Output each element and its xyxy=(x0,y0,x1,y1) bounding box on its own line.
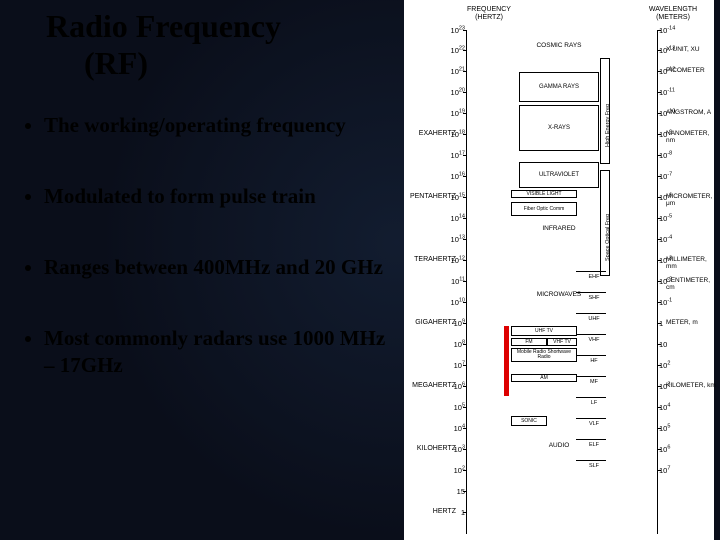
freq-prefix-label: HERTZ xyxy=(406,508,456,515)
band-box: ULTRAVIOLET xyxy=(519,162,599,188)
freq-prefix-label: PENTAHERTZ xyxy=(406,193,456,200)
freq-tick-label: 1017 xyxy=(431,151,467,160)
wave-header-1: WAVELENGTH xyxy=(649,6,697,13)
radio-subband: MF xyxy=(582,379,606,385)
band-text: INFRARED xyxy=(509,225,609,232)
bullet-item: The working/operating frequency xyxy=(44,112,390,138)
band-box-half: SONIC xyxy=(511,416,547,426)
freq-prefix-label: KILOHERTZ xyxy=(406,445,456,452)
left-column: Radio Frequency (RF) The working/operati… xyxy=(0,0,400,540)
band-box: X-RAYS xyxy=(519,105,599,151)
freq-header-1: FREQUENCY xyxy=(467,6,511,13)
radio-subband: LF xyxy=(582,400,606,406)
radar-range-highlight xyxy=(504,326,509,396)
band-box-half: VHF TV xyxy=(547,338,577,346)
high-energy-bar: High Energy Freq xyxy=(600,58,610,164)
wave-unit-label: KILOMETER, km xyxy=(666,382,718,389)
wave-unit-label: PICOMETER xyxy=(666,67,718,74)
band-box-small: UHF TV xyxy=(511,326,577,336)
optical-label: Space Optical Freq xyxy=(605,187,611,261)
freq-prefix-label: GIGAHERTZ xyxy=(406,319,456,326)
em-spectrum-chart: FREQUENCY (HERTZ) WAVELENGTH (METERS) 10… xyxy=(404,0,714,540)
wavelength-axis: 10-1410-1310-1210-1110-1010-910-810-710-… xyxy=(620,30,658,534)
freq-tick-label: 1022 xyxy=(431,46,467,55)
band-box-half: FM xyxy=(511,338,547,346)
bullet-item: Most commonly radars use 1000 MHz – 17GH… xyxy=(44,325,390,378)
freq-tick-label: 104 xyxy=(431,424,467,433)
band-box: GAMMA RAYS xyxy=(519,72,599,102)
title-line-1: Radio Frequency xyxy=(46,8,281,44)
right-column: FREQUENCY (HERTZ) WAVELENGTH (METERS) 10… xyxy=(400,0,720,540)
freq-tick-label: 1021 xyxy=(431,67,467,76)
freq-tick-label: 1014 xyxy=(431,214,467,223)
freq-prefix-label: TERAHERTZ xyxy=(406,256,456,263)
freq-tick-label: 1016 xyxy=(431,172,467,181)
radio-subband: HF xyxy=(582,358,606,364)
wave-unit-label: CENTIMETER, cm xyxy=(666,277,718,291)
freq-tick-label: 107 xyxy=(431,361,467,370)
freq-tick-label: 105 xyxy=(431,403,467,412)
wave-unit-label: NANOMETER, nm xyxy=(666,130,718,144)
wave-unit-label: X-UNIT, XU xyxy=(666,46,718,53)
wave-header: WAVELENGTH (METERS) xyxy=(638,6,708,21)
band-box-small: VISIBLE LIGHT xyxy=(511,190,577,198)
freq-prefix-label: MEGAHERTZ xyxy=(406,382,456,389)
wave-header-2: (METERS) xyxy=(656,14,690,21)
optical-bar: Space Optical Freq xyxy=(600,170,610,276)
band-text: COSMIC RAYS xyxy=(509,42,609,49)
bullet-list: The working/operating frequency Modulate… xyxy=(26,112,390,378)
radio-subband: ELF xyxy=(582,442,606,448)
band-box-small: Fiber Optic Comm xyxy=(511,202,577,216)
freq-tick-label: 102 xyxy=(431,466,467,475)
slide: Radio Frequency (RF) The working/operati… xyxy=(0,0,720,540)
wave-unit-label: ANGSTROM, A xyxy=(666,109,718,116)
slide-title: Radio Frequency (RF) xyxy=(46,8,390,82)
band-column: COSMIC RAYS GAMMA RAYSX-RAYS ULTRAVIOLET VI… xyxy=(509,30,609,534)
freq-tick-label: 1013 xyxy=(431,235,467,244)
radio-subband: UHF xyxy=(582,316,606,322)
radio-subband: VHF xyxy=(582,337,606,343)
wave-unit-label: MICROMETER, μm xyxy=(666,193,718,207)
bullet-item: Modulated to form pulse train xyxy=(44,183,390,209)
radio-subband: SLF xyxy=(582,463,606,469)
frequency-axis: 1023102210211020101910181017101610151014… xyxy=(466,30,506,534)
freq-tick-label: 1019 xyxy=(431,109,467,118)
wave-unit-label: METER, m xyxy=(666,319,718,326)
radio-subband: EHF xyxy=(582,274,606,280)
freq-header-2: (HERTZ) xyxy=(475,14,503,21)
high-energy-label: High Energy Freq xyxy=(605,77,611,147)
radio-subband: SHF xyxy=(582,295,606,301)
bullet-item: Ranges between 400MHz and 20 GHz xyxy=(44,254,390,280)
freq-tick-label: 1011 xyxy=(431,277,467,286)
freq-tick-label: 1020 xyxy=(431,88,467,97)
band-box-small: Mobile Radio Shortwave Radio xyxy=(511,348,577,362)
title-line-2: (RF) xyxy=(84,45,148,81)
wave-unit-label: MILLIMETER, mm xyxy=(666,256,718,270)
freq-tick-label: 108 xyxy=(431,340,467,349)
freq-header: FREQUENCY (HERTZ) xyxy=(454,6,524,21)
band-box-small: AM xyxy=(511,374,577,382)
freq-tick-label: 1023 xyxy=(431,26,467,35)
radio-subband: VLF xyxy=(582,421,606,427)
freq-tick-label: 1010 xyxy=(431,298,467,307)
freq-tick-label: 15 xyxy=(431,487,467,496)
freq-prefix-label: EXAHERTZ xyxy=(406,130,456,137)
